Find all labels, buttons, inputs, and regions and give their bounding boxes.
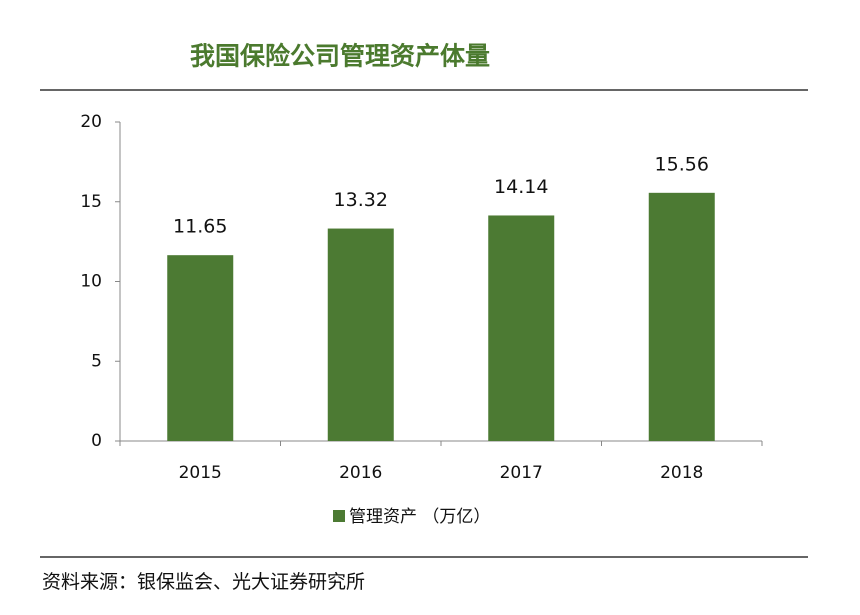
data-label: 15.56 [655,153,709,175]
source: 资料来源：银保监会、光大证券研究所 [42,571,365,593]
x-tick-label: 2016 [339,463,382,483]
bar [327,228,394,441]
y-tick-label: 5 [91,351,102,371]
legend-label: 管理资产 （万亿） [349,507,490,527]
y-tick-label: 10 [80,272,102,292]
chart-title: 我国保险公司管理资产体量 [190,42,490,71]
y-tick-label: 0 [91,431,102,451]
y-tick-label: 20 [80,112,102,132]
bar [648,192,715,441]
y-tick-label: 15 [80,192,102,212]
bar [488,215,555,441]
data-label: 14.14 [494,176,548,198]
data-label: 11.65 [173,216,227,238]
x-tick-label: 2018 [660,463,703,483]
bar [167,255,234,441]
x-tick-label: 2015 [179,463,222,483]
legend-swatch [333,510,345,522]
data-label: 13.32 [334,189,388,211]
x-tick-label: 2017 [500,463,543,483]
